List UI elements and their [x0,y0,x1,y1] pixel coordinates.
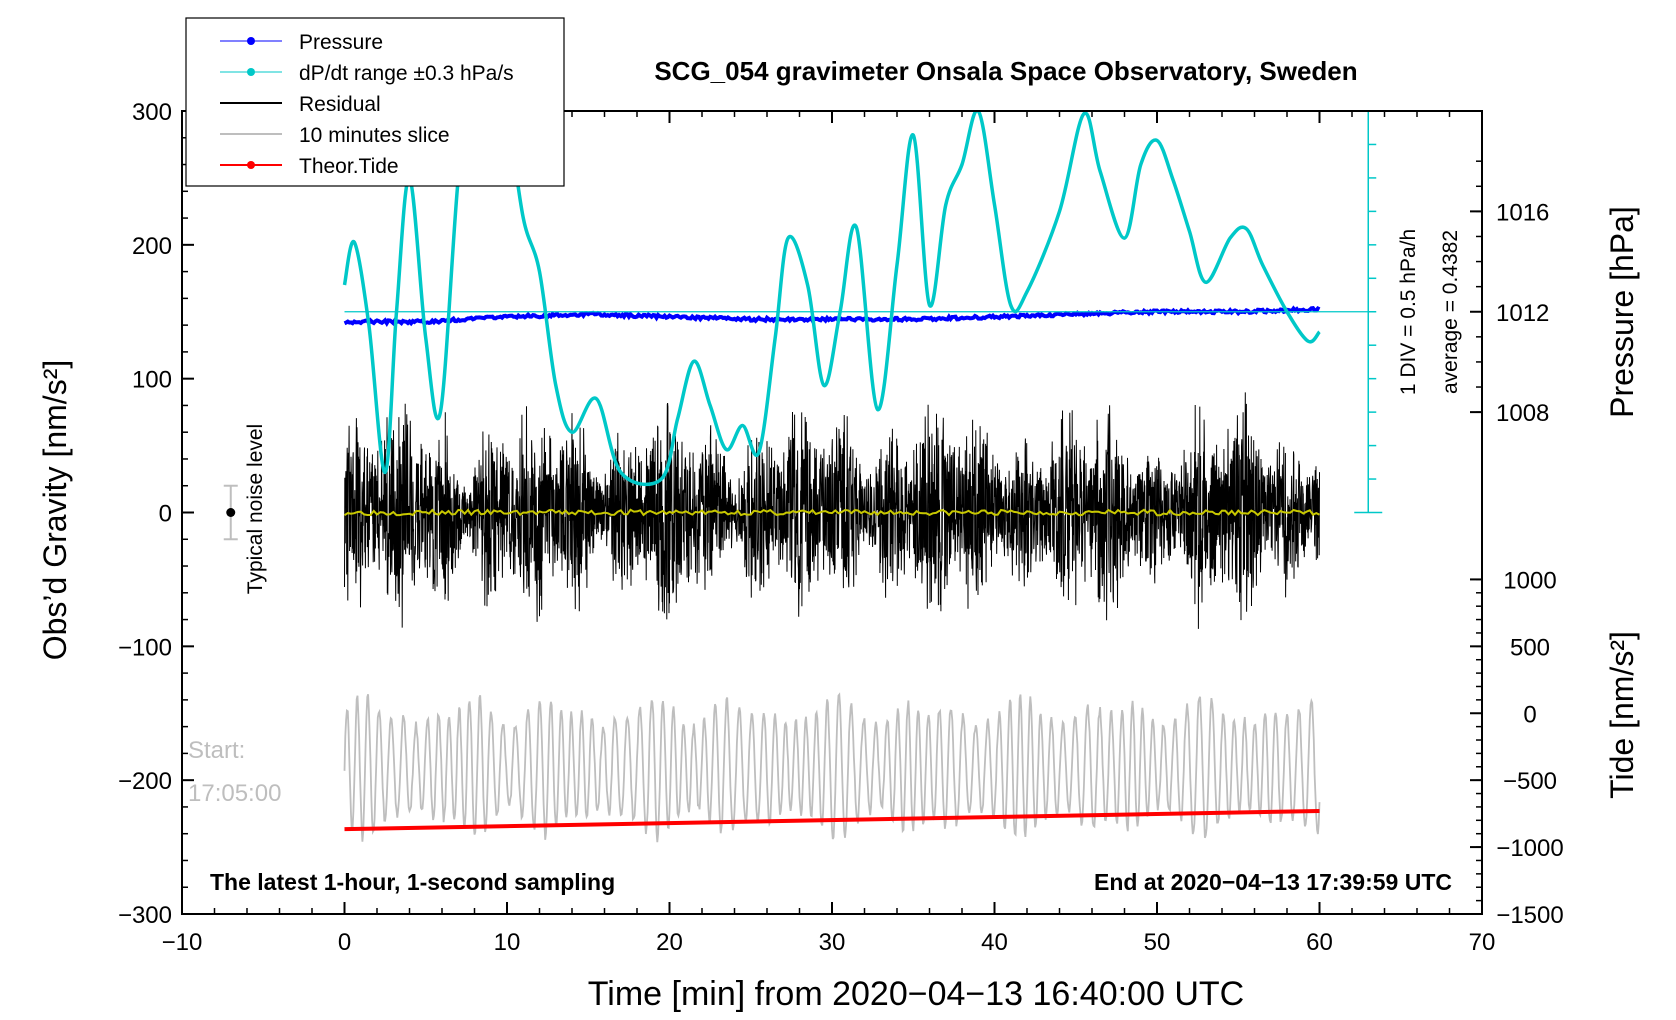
chart-title: SCG_054 gravimeter Onsala Space Observat… [654,56,1357,86]
pressure-tick-label: 1008 [1496,400,1549,427]
x-tick-label: 10 [494,929,521,956]
tide-tick-label: 500 [1510,634,1550,661]
x-tick-label: 50 [1144,929,1171,956]
legend-marker-pressure [247,37,255,45]
plot-area: −10 0 10 20 30 40 50 60 703002001000−100−200−300… [118,99,1564,956]
legend-marker-dpdt [247,68,255,76]
residual-mean-line [343,508,1320,517]
pressure-axis-label: Pressure [hPa] [1604,206,1640,418]
y-axis-left-label: Obs’d Gravity [nm/s²] [37,360,73,661]
legend-marker-tide [247,161,255,169]
x-tick-label: −10 [162,929,203,956]
x-axis-label: Time [min] from 2020−04−13 16:40:00 UTC [588,975,1244,1013]
legend: Pressure dP/dt range ±0.3 hPa/s Residual 10… [185,17,565,187]
pressure-tick-label: 1016 [1496,199,1549,226]
plot-inner [342,111,1369,843]
slice-series-line [343,692,1321,843]
y-tick-label: −300 [118,902,172,929]
tide-tick-label: −1500 [1496,902,1563,929]
tide-tick-label: −500 [1503,768,1557,795]
x-tick-label: 60 [1306,929,1333,956]
legend-label-slice: 10 minutes slice [299,124,450,147]
dpdt-scale-label: 1 DIV = 0.5 hPa/h [1397,229,1420,395]
x-tick-label: 20 [656,929,683,956]
y-tick-label: −100 [118,634,172,661]
legend-label-dpdt: dP/dt range ±0.3 hPa/s [299,62,514,85]
tide-tick-label: 1000 [1503,567,1556,594]
pressure-tick-label: 1012 [1496,300,1549,327]
dpdt-average-label: average = 0.4382 [1439,230,1462,394]
noise-bar-point [226,508,236,517]
x-tick-label: 0 [338,929,351,956]
tide-tick-label: −1000 [1496,835,1563,862]
residual-series-line [344,392,1320,629]
x-tick-label: 40 [981,929,1008,956]
dpdt-series-line [342,111,1321,487]
x-tick-label: 70 [1469,929,1496,956]
start-time-label: 17:05:00 [188,780,281,807]
noise-level-label: Typical noise level [244,424,267,594]
legend-label-tide: Theor.Tide [299,155,399,178]
tide-series-line [344,808,1320,832]
y-tick-label: 0 [159,501,172,528]
legend-label-pressure: Pressure [299,31,383,54]
end-time-note: End at 2020−04−13 17:39:59 UTC [1094,869,1452,895]
tide-axis-label: Tide [nm/s²] [1604,631,1640,799]
y-tick-label: −200 [118,768,172,795]
y-tick-label: 300 [132,99,172,126]
sampling-note: The latest 1-hour, 1-second sampling [210,869,615,895]
tide-tick-label: 0 [1523,701,1536,728]
y-tick-label: 200 [132,233,172,260]
start-label: Start: [188,737,245,764]
pressure-series-line [343,305,1321,327]
x-tick-label: 30 [819,929,846,956]
legend-label-residual: Residual [299,93,381,116]
y-tick-label: 100 [132,367,172,394]
